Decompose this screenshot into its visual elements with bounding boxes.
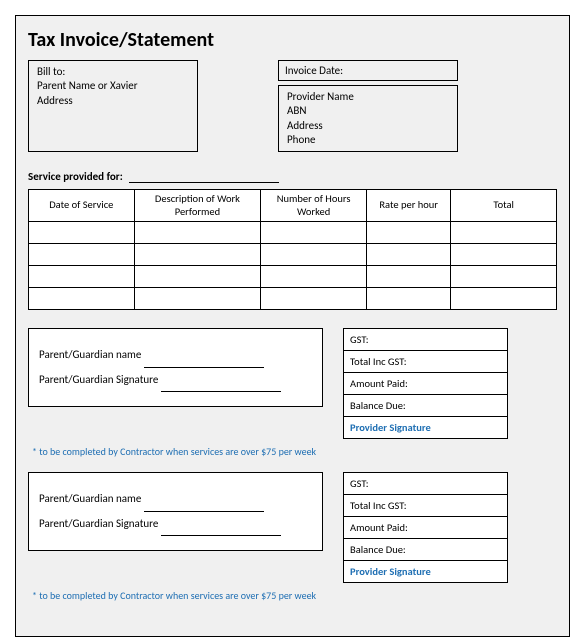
amount-paid-label: Amount Paid:	[344, 373, 508, 395]
provider-signature-label[interactable]: Provider Signature	[344, 417, 508, 439]
table-row[interactable]	[29, 288, 557, 310]
sig-section-1: Parent/Guardian name Parent/Guardian Sig…	[28, 328, 557, 439]
gst-label: GST:	[344, 473, 508, 495]
provider-name: Provider Name	[287, 90, 449, 104]
col-date: Date of Service	[29, 190, 135, 222]
guardian-sig-label: Parent/Guardian Signature	[39, 373, 158, 386]
bill-to-box: Bill to: Parent Name or Xavier Address	[28, 60, 198, 152]
table-row[interactable]	[29, 266, 557, 288]
guardian-sig-input[interactable]	[161, 391, 281, 392]
col-hours: Number of Hours Worked	[261, 190, 367, 222]
services-table: Date of Service Description of Work Perf…	[28, 189, 557, 310]
sig-section-2: Parent/Guardian name Parent/Guardian Sig…	[28, 472, 557, 583]
table-header-row: Date of Service Description of Work Perf…	[29, 190, 557, 222]
total-inc-label: Total Inc GST:	[344, 351, 508, 373]
service-provided-row: Service provided for:	[28, 170, 557, 183]
guardian-name-label: Parent/Guardian name	[39, 492, 141, 505]
guardian-sig-label: Parent/Guardian Signature	[39, 517, 158, 530]
provider-address: Address	[287, 119, 449, 133]
page-title: Tax Invoice/Statement	[28, 28, 557, 52]
amount-paid-label: Amount Paid:	[344, 517, 508, 539]
balance-due-label: Balance Due:	[344, 539, 508, 561]
provider-abn: ABN	[287, 104, 449, 118]
signature-box-2: Parent/Guardian name Parent/Guardian Sig…	[28, 472, 323, 550]
table-body	[29, 222, 557, 310]
service-provided-label: Service provided for:	[28, 170, 123, 183]
bill-to-label: Bill to:	[37, 65, 189, 79]
contractor-note-1: * to be completed by Contractor when ser…	[32, 445, 557, 458]
totals-box-1: GST: Total Inc GST: Amount Paid: Balance…	[343, 328, 508, 439]
provider-phone: Phone	[287, 133, 449, 147]
signature-box-1: Parent/Guardian name Parent/Guardian Sig…	[28, 328, 323, 406]
guardian-sig-input[interactable]	[161, 535, 281, 536]
total-inc-label: Total Inc GST:	[344, 495, 508, 517]
col-total: Total	[451, 190, 557, 222]
guardian-sig-row: Parent/Guardian Signature	[39, 512, 312, 536]
table-row[interactable]	[29, 222, 557, 244]
guardian-name-row: Parent/Guardian name	[39, 487, 312, 511]
guardian-sig-row: Parent/Guardian Signature	[39, 368, 312, 392]
right-top: Invoice Date: Provider Name ABN Address …	[278, 60, 458, 152]
col-rate: Rate per hour	[366, 190, 450, 222]
balance-due-label: Balance Due:	[344, 395, 508, 417]
invoice-panel: Tax Invoice/Statement Bill to: Parent Na…	[15, 15, 570, 637]
col-desc: Description of Work Performed	[134, 190, 261, 222]
guardian-name-label: Parent/Guardian name	[39, 348, 141, 361]
guardian-name-row: Parent/Guardian name	[39, 343, 312, 367]
provider-signature-label[interactable]: Provider Signature	[344, 561, 508, 583]
invoice-date-box[interactable]: Invoice Date:	[278, 60, 458, 81]
gst-label: GST:	[344, 329, 508, 351]
top-row: Bill to: Parent Name or Xavier Address I…	[28, 60, 557, 152]
table-row[interactable]	[29, 244, 557, 266]
bill-to-name: Parent Name or Xavier	[37, 79, 189, 93]
provider-box: Provider Name ABN Address Phone	[278, 85, 458, 152]
invoice-date-label: Invoice Date:	[285, 64, 343, 77]
contractor-note-2: * to be completed by Contractor when ser…	[32, 589, 557, 602]
bill-to-address: Address	[37, 94, 189, 108]
service-provided-input[interactable]	[129, 182, 279, 183]
totals-box-2: GST: Total Inc GST: Amount Paid: Balance…	[343, 472, 508, 583]
